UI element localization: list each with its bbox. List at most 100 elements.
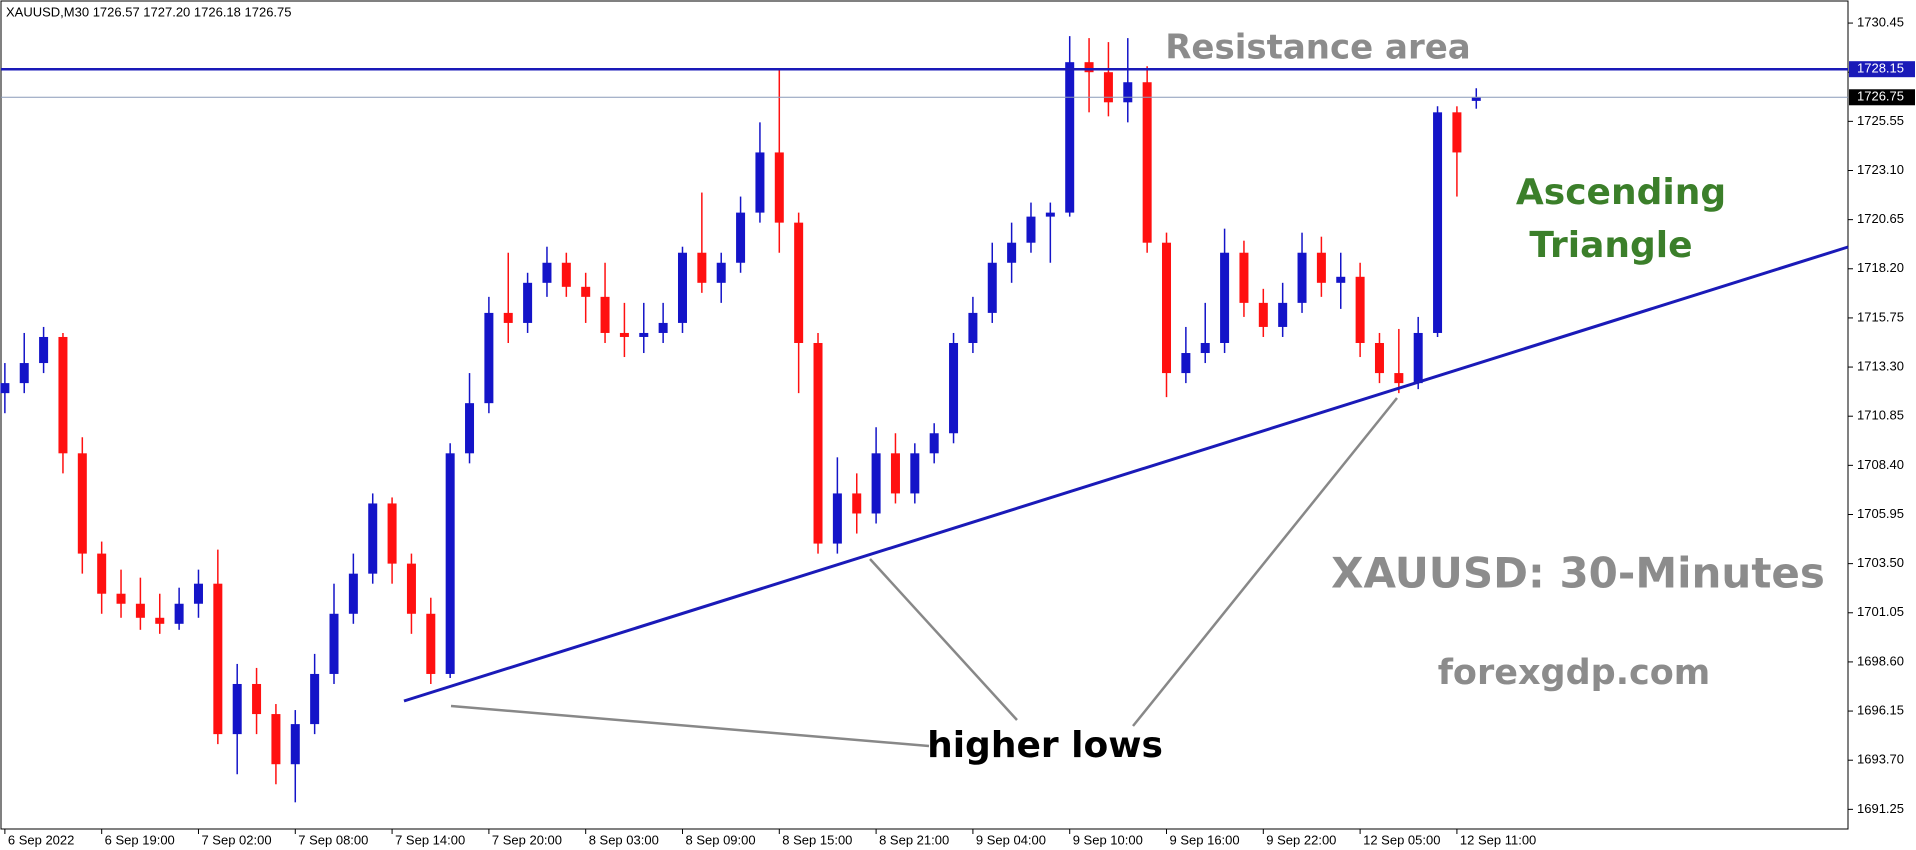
candle-body: [639, 332, 649, 337]
candle-body: [600, 296, 610, 333]
price-label: 1726.75: [1857, 89, 1904, 104]
y-tick-label: 1713.30: [1857, 358, 1904, 373]
candle-body: [77, 453, 87, 554]
candle-body: [426, 613, 436, 674]
candle-body: [1278, 302, 1288, 327]
candle-body: [1220, 252, 1230, 343]
y-tick-label: 1718.20: [1857, 260, 1904, 275]
candle-body: [135, 603, 145, 618]
candle-body: [658, 322, 668, 333]
candle-body: [368, 503, 378, 574]
candle-body: [19, 363, 29, 384]
candle-body: [1181, 353, 1191, 374]
x-tick-label: 7 Sep 08:00: [298, 832, 368, 847]
candle-body: [1394, 373, 1404, 384]
annotation: Triangle: [1529, 225, 1692, 266]
x-tick-label: 7 Sep 20:00: [492, 832, 562, 847]
candle-body: [523, 282, 533, 323]
candle-body: [1258, 302, 1268, 327]
candle-body: [716, 262, 726, 283]
x-tick-label: 8 Sep 09:00: [685, 832, 755, 847]
candle-body: [987, 262, 997, 313]
candle-body: [387, 503, 397, 564]
y-tick-label: 1705.95: [1857, 506, 1904, 521]
candle-body: [213, 583, 223, 735]
candle-body: [619, 332, 629, 337]
candle-body: [484, 312, 494, 404]
candle-body: [329, 613, 339, 674]
candle-body: [794, 222, 804, 343]
annotation: forexgdp.com: [1438, 653, 1711, 693]
candle-body: [1452, 112, 1462, 153]
candle-body: [174, 603, 184, 624]
candle-body: [1355, 276, 1365, 343]
candle-body: [581, 286, 591, 297]
x-tick-label: 7 Sep 14:00: [395, 832, 465, 847]
candle-body: [1316, 252, 1326, 283]
candle-body: [542, 262, 552, 283]
candle-body: [1026, 216, 1036, 243]
candle-body: [677, 252, 687, 323]
candle-body: [193, 583, 203, 604]
y-tick-label: 1698.60: [1857, 653, 1904, 668]
y-tick-label: 1708.40: [1857, 457, 1904, 472]
candle-body: [832, 493, 842, 544]
annotation: XAUUSD: 30-Minutes: [1331, 549, 1825, 598]
candle-body: [1200, 342, 1210, 354]
candle-body: [1065, 62, 1075, 213]
candle-body: [1413, 332, 1423, 384]
candle-body: [1239, 252, 1249, 303]
plot-frame: [0, 0, 1849, 830]
candle-body: [755, 152, 765, 213]
x-tick-label: 6 Sep 19:00: [105, 832, 175, 847]
candle-body: [445, 453, 455, 674]
candle-body: [697, 252, 707, 283]
candle-body: [1142, 82, 1152, 243]
candle-body: [39, 336, 49, 364]
x-tick-label: 8 Sep 15:00: [782, 832, 852, 847]
candle-body: [348, 573, 358, 614]
x-tick-label: 12 Sep 11:00: [1460, 832, 1536, 847]
candle-body: [1471, 97, 1481, 101]
candle-body: [1162, 242, 1172, 374]
annotation: Ascending: [1516, 172, 1726, 213]
annotation: Resistance area: [1165, 28, 1471, 68]
pointer-line: [1132, 397, 1398, 727]
candles: [0, 36, 1481, 803]
candle-body: [155, 617, 165, 624]
candle-body: [736, 212, 746, 263]
x-tick-label: 7 Sep 02:00: [201, 832, 271, 847]
y-tick-label: 1715.75: [1857, 309, 1904, 324]
y-tick-label: 1693.70: [1857, 752, 1904, 767]
y-tick-label: 1691.25: [1857, 801, 1904, 816]
chart-header: XAUUSD,M30 1726.57 1727.20 1726.18 1726.…: [6, 4, 292, 19]
pointer-line: [869, 558, 1018, 721]
annotation: higher lows: [927, 725, 1163, 766]
candle-body: [871, 453, 881, 514]
candle-body: [310, 673, 320, 725]
candle-body: [1007, 242, 1017, 263]
candle-body: [503, 312, 513, 323]
candle-body: [949, 342, 959, 434]
price-label: 1728.15: [1857, 61, 1904, 76]
price-label-box: [1849, 89, 1915, 106]
x-tick-label: 9 Sep 10:00: [1073, 832, 1143, 847]
x-tick-label: 8 Sep 03:00: [589, 832, 659, 847]
candle-body: [929, 433, 939, 454]
x-tick-label: 8 Sep 21:00: [879, 832, 949, 847]
candle-body: [774, 152, 784, 223]
y-tick-label: 1703.50: [1857, 555, 1904, 570]
y-tick-label: 1696.15: [1857, 702, 1904, 717]
x-tick-label: 9 Sep 22:00: [1266, 832, 1336, 847]
x-tick-label: 9 Sep 04:00: [976, 832, 1046, 847]
candle-body: [968, 312, 978, 343]
candle-body: [890, 453, 900, 494]
x-tick-label: 12 Sep 05:00: [1363, 832, 1440, 847]
candle-body: [0, 383, 10, 394]
x-tick-label: 9 Sep 16:00: [1170, 832, 1240, 847]
candle-body: [1297, 252, 1307, 303]
candle-body: [1045, 212, 1055, 217]
x-tick-label: 6 Sep 2022: [8, 832, 75, 847]
